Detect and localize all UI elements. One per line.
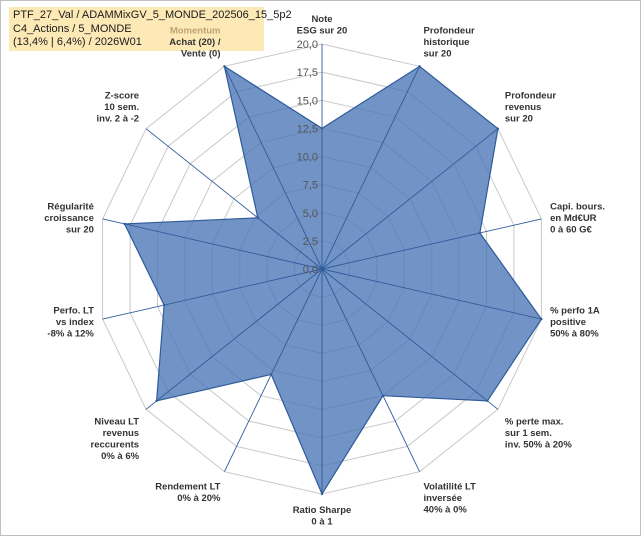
axis-label: Capi. bours. xyxy=(550,202,605,213)
data-point xyxy=(162,303,166,307)
axis-label: 0% à 6% xyxy=(101,451,140,462)
data-point xyxy=(381,394,385,397)
data-point xyxy=(486,399,489,403)
axis-label: sur 20 xyxy=(424,48,452,59)
data-point xyxy=(256,216,259,219)
axis-label: 50% à 80% xyxy=(550,329,599,340)
axis-spoke xyxy=(321,66,421,270)
axis-label: 10 sem. xyxy=(104,102,139,113)
axis-spoke xyxy=(102,268,323,320)
axis-label: 0 à 1 xyxy=(311,516,333,527)
tick-label: 5,0 xyxy=(303,208,318,220)
tick-label: 7,5 xyxy=(303,180,318,192)
axis-label: sur 1 sem. xyxy=(505,428,552,439)
axis-label: historique xyxy=(424,37,470,48)
axis-label: Volatilité LT xyxy=(424,482,477,493)
axis-spoke xyxy=(321,218,542,270)
axis-label: Ratio Sharpe xyxy=(293,505,352,516)
tick-label: 2,5 xyxy=(303,236,318,248)
data-point xyxy=(478,231,482,235)
axis-spoke xyxy=(145,268,323,410)
axis-spoke xyxy=(223,66,323,270)
data-point xyxy=(155,399,158,403)
axis-spoke xyxy=(102,218,323,270)
axis-spoke xyxy=(321,268,542,320)
axis-label: revenus xyxy=(103,428,139,439)
header-line-3: (13,4% | 6,4%) / 2026W01 xyxy=(13,36,142,48)
axis-label: positive xyxy=(550,317,586,328)
axis-label: sur 20 xyxy=(505,113,533,124)
axis-label: inv. 2 à -2 xyxy=(97,113,140,124)
axis-label: % perte max. xyxy=(505,417,564,428)
axis-label: revenus xyxy=(505,102,541,113)
axis-label: 0 à 60 G€ xyxy=(550,225,592,236)
data-point xyxy=(123,222,126,226)
data-point xyxy=(496,127,500,130)
axis-label: Momentum xyxy=(170,25,221,36)
header-line-1: PTF_27_Val / ADAMMixGV_5_MONDE_202506_15… xyxy=(13,9,292,21)
axis-label: sur 20 xyxy=(66,225,94,236)
axis-label: Perfo. LT xyxy=(53,306,94,317)
tick-label: 0,0 xyxy=(303,264,318,276)
axis-spoke xyxy=(223,268,323,472)
tick-label: 12,5 xyxy=(297,123,318,135)
axis-label: inv. 50% à 20% xyxy=(505,440,572,451)
axis-label: Rendement LT xyxy=(155,482,220,493)
axis-label: inversée xyxy=(424,493,463,504)
axis-label: Z-score xyxy=(105,90,139,101)
axis-label: Achat (20) / xyxy=(169,37,221,48)
axis-label: reccurents xyxy=(91,440,140,451)
tick-label: 15,0 xyxy=(297,95,318,107)
axis-label: -8% à 12% xyxy=(47,329,94,340)
tick-label: 20,0 xyxy=(297,39,318,51)
tick-label: 10,0 xyxy=(297,152,318,164)
axis-label: Profondeur xyxy=(424,25,475,36)
data-point xyxy=(320,127,324,130)
data-point xyxy=(418,65,421,68)
data-series-area xyxy=(123,65,543,496)
axis-label: en Md€UR xyxy=(550,213,597,224)
header-line-2: C4_Actions / 5_MONDE xyxy=(13,22,132,35)
data-point xyxy=(270,373,273,376)
axis-label: % perfo 1A xyxy=(550,306,600,317)
axis-spoke xyxy=(321,268,421,472)
axis-label: Profondeur xyxy=(505,90,556,101)
axis-spoke xyxy=(321,128,499,270)
axis-label: Vente (0) xyxy=(181,48,221,59)
data-point xyxy=(540,317,543,321)
data-point xyxy=(223,65,226,68)
axis-label: ESG sur 20 xyxy=(297,25,348,36)
axis-spoke xyxy=(321,268,499,410)
axis-label: Niveau LT xyxy=(94,417,139,428)
axis-spoke xyxy=(145,128,323,270)
axis-label: 40% à 0% xyxy=(424,505,468,516)
axis-label: croissance xyxy=(44,213,94,224)
chart-header: PTF_27_Val / ADAMMixGV_5_MONDE_202506_15… xyxy=(9,7,292,51)
axis-label: vs index xyxy=(56,317,95,328)
axis-label: Note xyxy=(311,14,332,25)
axis-label: 0% à 20% xyxy=(177,493,221,504)
data-point xyxy=(320,492,324,496)
tick-label: 17,5 xyxy=(297,67,318,79)
axis-label: Régularité xyxy=(47,202,93,213)
